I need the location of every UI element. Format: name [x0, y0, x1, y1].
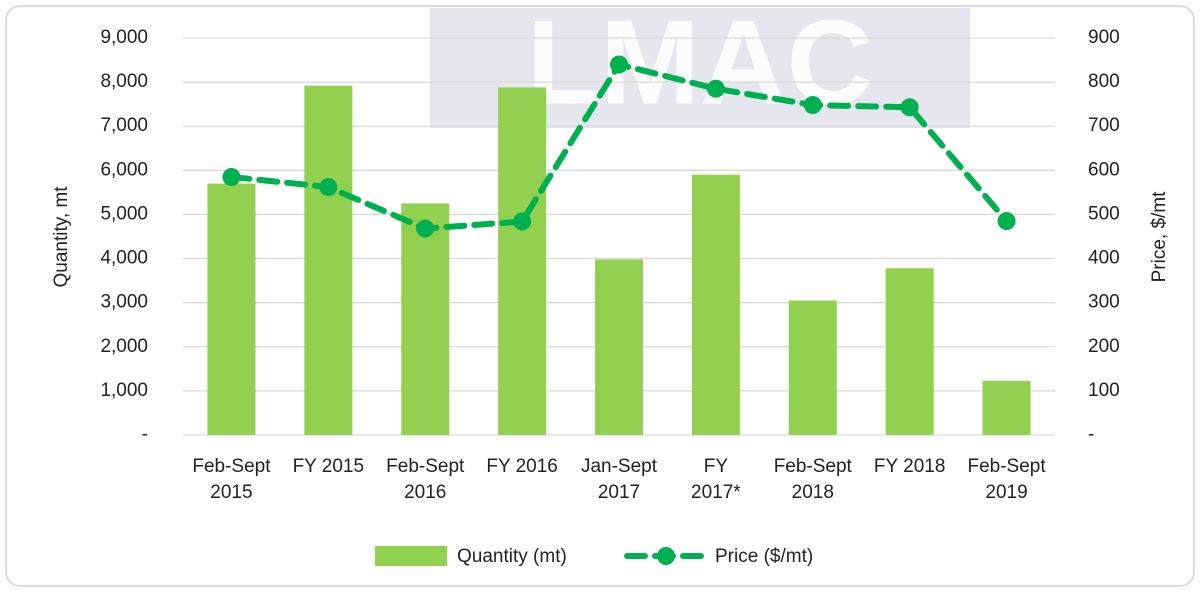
y-tick-label: 9,000 — [100, 27, 148, 48]
marks — [207, 55, 1031, 435]
y-tick-label: 3,000 — [100, 292, 148, 313]
legend: Quantity (mt) Price ($/mt) — [375, 546, 813, 567]
bar — [691, 174, 740, 435]
x-tick-label: FY 2015 — [292, 456, 365, 477]
x-tick-label: FY 2016 — [486, 456, 558, 477]
y2-tick-label: 500 — [1088, 203, 1120, 224]
price-marker — [319, 178, 338, 197]
bar — [498, 87, 547, 435]
bar — [401, 203, 450, 435]
x-tick-label: Feb-Sept 2015 — [192, 456, 271, 503]
price-marker — [803, 96, 822, 115]
x-tick-label: Feb-Sept 2019 — [967, 456, 1046, 503]
bar — [788, 300, 837, 435]
y-tick-label: 8,000 — [100, 71, 148, 92]
y2-tick-label: 600 — [1088, 159, 1120, 180]
y-tick-label: 2,000 — [100, 336, 148, 357]
y2-axis-title: Price, $/mt — [1149, 191, 1170, 283]
price-marker — [610, 55, 628, 74]
bar — [982, 380, 1031, 435]
price-marker — [416, 219, 435, 238]
y-tick-label: - — [142, 424, 148, 445]
x-tick-label: Feb-Sept 2018 — [773, 456, 852, 503]
y-tick-label: 4,000 — [100, 248, 148, 269]
price-marker — [900, 98, 919, 117]
bar — [885, 268, 934, 435]
price-marker — [513, 212, 532, 231]
y-tick-label: 6,000 — [100, 159, 148, 180]
x-tick-label: Feb-Sept 2016 — [386, 456, 465, 503]
legend-label: Quantity (mt) — [457, 546, 567, 567]
bar — [207, 183, 256, 435]
y2-tick-label: 400 — [1088, 248, 1120, 269]
legend-swatch — [375, 546, 447, 566]
bar — [304, 85, 353, 435]
y-tick-label: 1,000 — [100, 380, 148, 401]
watermark: LMAC — [527, 0, 874, 130]
legend-label: Price ($/mt) — [715, 546, 813, 567]
y2-tick-label: - — [1088, 424, 1094, 445]
y2-tick-label: 700 — [1088, 115, 1120, 136]
y2-tick-label: 100 — [1088, 380, 1120, 401]
y-tick-label: 5,000 — [100, 203, 148, 224]
y-tick-label: 7,000 — [100, 115, 148, 136]
price-marker — [222, 167, 241, 186]
y-axis-title: Quantity, mt — [51, 186, 72, 288]
x-tick-label: FY 2018 — [873, 456, 946, 477]
price-marker — [997, 212, 1016, 231]
x-tick-label: Jan-Sept 2017 — [580, 456, 658, 503]
y2-tick-label: 900 — [1088, 27, 1120, 48]
x-tick-label: FY 2017* — [691, 456, 741, 503]
legend-marker — [657, 547, 675, 565]
y2-tick-label: 300 — [1088, 292, 1120, 313]
y2-tick-label: 800 — [1088, 71, 1120, 92]
y2-tick-label: 200 — [1088, 336, 1120, 357]
price-marker — [706, 79, 725, 98]
bar — [595, 259, 643, 435]
